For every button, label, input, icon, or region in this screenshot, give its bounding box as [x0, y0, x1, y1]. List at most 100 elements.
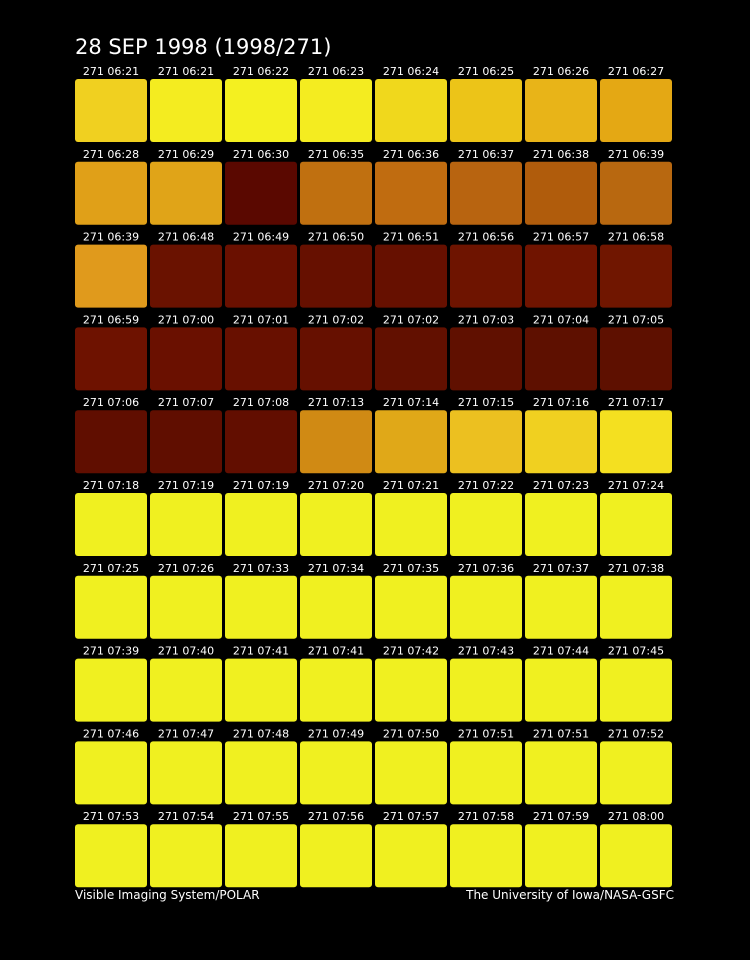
frame-image	[600, 244, 672, 308]
frame-image	[225, 410, 297, 474]
frame-label: 271 07:36	[458, 562, 514, 575]
frame-label: 271 07:40	[158, 645, 214, 658]
frame-label: 271 07:34	[308, 562, 364, 575]
frame-image	[225, 161, 297, 225]
frame-label: 271 07:23	[533, 479, 589, 492]
frame-label: 271 06:30	[233, 148, 289, 161]
frame-label: 271 07:20	[308, 479, 364, 492]
frame-label: 271 06:48	[158, 231, 214, 244]
frame-label: 271 07:45	[608, 645, 664, 658]
frame-image	[300, 410, 372, 474]
frame-image	[450, 575, 522, 639]
frame-image	[450, 244, 522, 308]
frame-label: 271 07:57	[383, 810, 439, 823]
frame-label: 271 06:51	[383, 231, 439, 244]
frame-image	[225, 741, 297, 805]
frame-label: 271 07:24	[608, 479, 664, 492]
frame-label: 271 06:25	[458, 65, 514, 78]
frame-label: 271 07:52	[608, 727, 664, 740]
frame-image	[225, 658, 297, 722]
frame-label: 271 06:59	[83, 313, 139, 326]
frame-image	[375, 493, 447, 556]
frame-image	[225, 327, 297, 391]
frame-image	[375, 741, 447, 805]
frame-image	[600, 824, 672, 888]
frame-label: 271 06:22	[233, 65, 289, 78]
frame-image	[150, 410, 222, 474]
frame-label: 271 07:01	[233, 313, 289, 326]
frame-label: 271 06:39	[83, 231, 139, 244]
frame-image	[150, 824, 222, 888]
frame-image	[300, 658, 372, 722]
frame-image	[525, 244, 597, 308]
frame-image	[375, 161, 447, 225]
frame-label: 271 07:38	[608, 562, 664, 575]
frame-image	[525, 575, 597, 639]
frame-image	[600, 658, 672, 722]
frame-label: 271 07:43	[458, 645, 514, 658]
frame-image	[225, 79, 297, 142]
frame-image	[600, 741, 672, 805]
frame-image	[75, 410, 147, 474]
frame-label: 271 07:47	[158, 727, 214, 740]
frame-image	[450, 658, 522, 722]
frame-label: 271 06:57	[533, 231, 589, 244]
frame-label: 271 07:05	[608, 313, 664, 326]
frame-label: 271 06:29	[158, 148, 214, 161]
frame-label: 271 07:59	[533, 810, 589, 823]
frame-image	[150, 161, 222, 225]
frame-label: 271 07:08	[233, 396, 289, 409]
frame-label: 271 07:54	[158, 810, 214, 823]
frame-label: 271 06:49	[233, 231, 289, 244]
frame-label: 271 06:23	[308, 65, 364, 78]
frame-label: 271 06:28	[83, 148, 139, 161]
frame-label: 271 07:56	[308, 810, 364, 823]
frame-image	[450, 493, 522, 556]
frame-image	[300, 327, 372, 391]
frame-label: 271 07:02	[383, 313, 439, 326]
frame-image	[450, 161, 522, 225]
frame-image	[75, 493, 147, 556]
frame-image	[525, 161, 597, 225]
frame-label: 271 07:51	[458, 727, 514, 740]
frame-image	[600, 493, 672, 556]
frame-image	[375, 658, 447, 722]
frame-image	[450, 327, 522, 391]
frame-image	[375, 327, 447, 391]
frame-image	[150, 79, 222, 142]
frame-label: 271 07:18	[83, 479, 139, 492]
frame-label: 271 07:44	[533, 645, 589, 658]
frame-image	[225, 493, 297, 556]
frame-image	[150, 327, 222, 391]
frame-label: 271 07:39	[83, 645, 139, 658]
frame-label: 271 07:55	[233, 810, 289, 823]
frame-image	[300, 741, 372, 805]
frame-label: 271 07:06	[83, 396, 139, 409]
frame-label: 271 07:14	[383, 396, 439, 409]
frame-label: 271 06:37	[458, 148, 514, 161]
frame-image	[75, 161, 147, 225]
frame-image	[150, 244, 222, 308]
frame-label: 271 06:27	[608, 65, 664, 78]
frame-label: 271 07:33	[233, 562, 289, 575]
frame-label: 271 07:19	[233, 479, 289, 492]
frame-image	[225, 244, 297, 308]
frame-image	[525, 824, 597, 888]
frame-label: 271 07:35	[383, 562, 439, 575]
frame-label: 271 07:02	[308, 313, 364, 326]
frame-image	[450, 79, 522, 142]
frame-image	[600, 161, 672, 225]
frame-label: 271 06:35	[308, 148, 364, 161]
frame-image	[150, 575, 222, 639]
frame-label: 271 06:39	[608, 148, 664, 161]
title: 28 SEP 1998 (1998/271)	[75, 35, 331, 59]
frame-image	[75, 79, 147, 142]
frame-label: 271 07:46	[83, 727, 139, 740]
frame-image	[300, 824, 372, 888]
frame-label: 271 08:00	[608, 810, 664, 823]
frame-label: 271 07:19	[158, 479, 214, 492]
frame-label: 271 06:24	[383, 65, 439, 78]
frame-image	[600, 575, 672, 639]
frame-image	[600, 410, 672, 474]
